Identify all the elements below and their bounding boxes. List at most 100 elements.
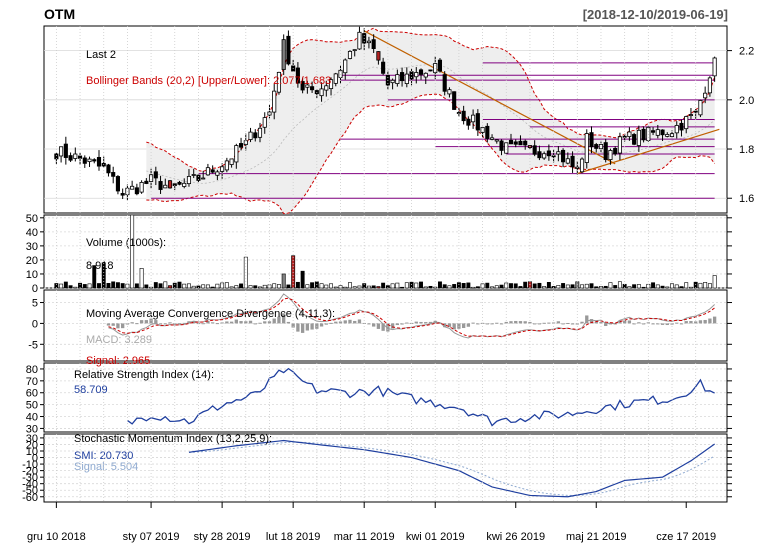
volume-bar [319, 283, 324, 289]
macd-histogram-bar [703, 319, 707, 324]
macd-histogram-bar [428, 321, 433, 324]
candle-body [561, 149, 566, 163]
candle-body [87, 158, 92, 163]
volume-bar [665, 286, 670, 289]
price-last-label: Last 2 [86, 49, 116, 61]
volume-bar [333, 286, 338, 289]
volume-bar [523, 281, 528, 289]
macd-histogram-bar [599, 321, 603, 324]
macd-histogram-bar [201, 323, 205, 325]
candle-body [229, 158, 234, 165]
smi-y-tick-label: -20 [22, 466, 38, 478]
volume-bar [660, 285, 665, 289]
candle-body [144, 180, 149, 184]
macd-histogram-bar [135, 323, 139, 325]
candle-body [153, 171, 158, 179]
macd-signal-value: Signal: 2.965 [86, 355, 150, 367]
candle-body [182, 182, 187, 187]
candle-body [556, 151, 561, 155]
candle-body [414, 72, 419, 78]
volume-bar [404, 282, 409, 289]
macd-histogram-bar [490, 323, 494, 325]
volume-bar [59, 283, 64, 289]
x-tick-label: kwi 26 2019 [486, 531, 545, 543]
volume-bar [63, 281, 68, 289]
volume-bar [703, 282, 708, 289]
macd-label: Moving Average Convergence Divergence (4… [86, 308, 335, 320]
macd-histogram-bar [253, 323, 257, 325]
macd-histogram-bar [660, 323, 665, 325]
candle-body [149, 174, 154, 182]
macd-histogram-bar [419, 321, 423, 324]
volume-bar [390, 283, 395, 289]
volume-bar [580, 284, 584, 289]
candle-body [158, 181, 163, 190]
volume-bar [423, 286, 428, 289]
candle-body [679, 122, 684, 131]
volume-bar [215, 283, 220, 289]
macd-histogram-bar [461, 323, 466, 329]
macd-histogram-bar [116, 323, 120, 329]
volume-bar [310, 282, 315, 289]
price-y-tick-label: 1.8 [739, 144, 754, 156]
macd-histogram-bar [499, 323, 504, 325]
macd-histogram-bar [130, 322, 134, 324]
volume-bar [475, 286, 480, 289]
macd-histogram-bar [324, 323, 328, 325]
macd-value: MACD: 3.289 [86, 334, 152, 346]
volume-bar [163, 281, 168, 289]
volume-bar [594, 286, 599, 289]
x-tick-label: lut 18 2019 [266, 531, 320, 543]
candle-body [333, 73, 338, 84]
candle-body [461, 110, 466, 122]
candle-body [295, 67, 300, 84]
macd-histogram-bar [206, 320, 210, 324]
macd-histogram-bar [263, 321, 267, 324]
volume-bar [130, 214, 135, 289]
volume-bar [201, 284, 206, 289]
volume-bar [570, 284, 575, 289]
candle-body [508, 139, 514, 145]
volume-bar [144, 284, 149, 289]
macd-histogram-bar [637, 322, 641, 324]
candle-body [489, 137, 495, 140]
rsi-y-tick-label: 70 [26, 376, 38, 388]
candle-body [608, 150, 613, 160]
macd-histogram-bar [210, 322, 215, 324]
price-y-tick-label: 1.6 [739, 193, 754, 205]
candle-body [565, 158, 570, 164]
candle-body [186, 176, 192, 185]
candle-body [96, 157, 102, 167]
macd-histogram-bar [395, 323, 399, 326]
macd-histogram-bar [229, 321, 234, 324]
price-y-tick-label: 2.2 [739, 46, 754, 58]
macd-histogram-bar [381, 323, 385, 331]
candle-body [177, 181, 182, 185]
volume-bar [651, 282, 656, 289]
volume-bar [371, 285, 376, 289]
macd-histogram-bar [154, 320, 158, 324]
macd-histogram-bar [514, 320, 518, 324]
candle-body [111, 172, 116, 177]
volume-bar [400, 286, 405, 289]
rsi-value: 58.709 [74, 384, 108, 396]
volume-bar [546, 282, 551, 289]
smi-frame [43, 433, 728, 503]
volume-bar [68, 285, 73, 289]
volume-panel: 0 10 20 30 40 50 Volume (1000s): 8,918 [26, 213, 732, 295]
candle-body [73, 153, 78, 159]
macd-histogram-bar [357, 319, 362, 324]
volume-bar [438, 281, 442, 289]
volume-bar [87, 283, 92, 289]
candle-body [395, 74, 400, 84]
rsi-y-tick-label: 80 [26, 364, 38, 376]
candle-body [224, 160, 229, 171]
volume-bar [187, 283, 191, 289]
volume-bar [466, 282, 471, 289]
macd-histogram-bar [177, 323, 182, 325]
volume-y-tick-label: 40 [26, 227, 38, 239]
x-tick-label: sty 07 2019 [123, 531, 180, 543]
rsi-grid [44, 368, 727, 429]
macd-histogram-bar [291, 323, 295, 328]
